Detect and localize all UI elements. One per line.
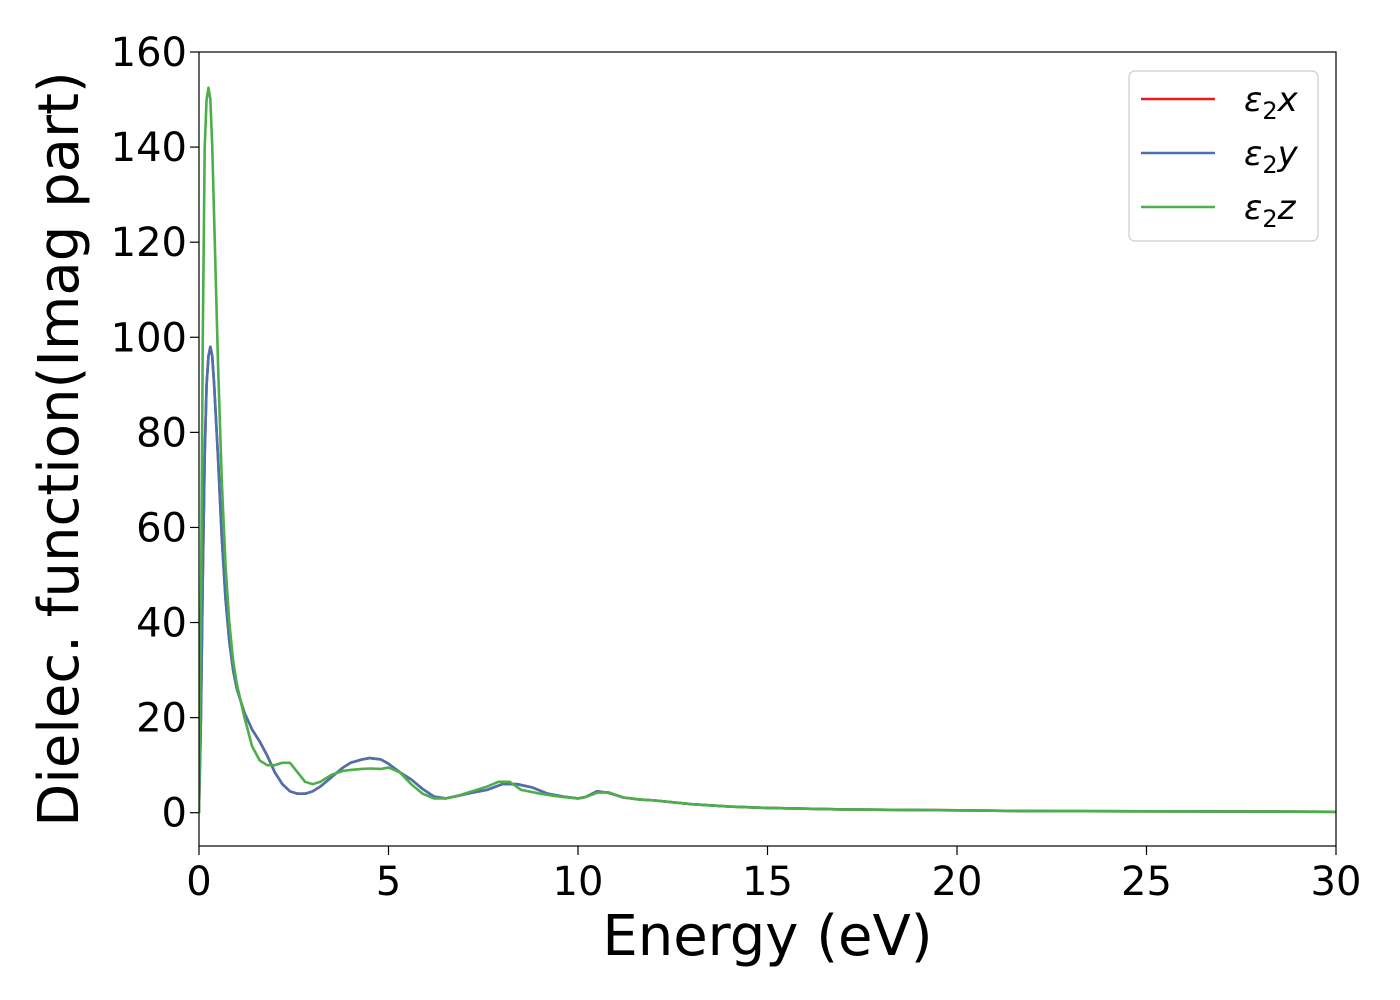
- x-tick-label: 10: [553, 859, 604, 905]
- series-line-z: [199, 86, 1336, 814]
- x-tick-label: 0: [186, 859, 211, 905]
- legend-box: [1128, 70, 1319, 242]
- y-tick-label: 160: [111, 30, 187, 76]
- x-tick-label: 25: [1121, 859, 1172, 905]
- y-tick-label: 20: [136, 696, 187, 742]
- legend-label-x: ε2x: [1244, 80, 1299, 125]
- legend-label-y: ε2y: [1244, 134, 1299, 179]
- series-line-y: [199, 345, 1336, 814]
- x-tick-label: 5: [376, 859, 401, 905]
- series-line-x: [199, 345, 1336, 814]
- y-tick-label: 80: [136, 410, 187, 456]
- y-tick-label: 140: [111, 125, 187, 171]
- x-tick-label: 30: [1311, 859, 1362, 905]
- legend: ε2x ε2y ε2z: [1128, 70, 1319, 242]
- y-tick-label: 40: [136, 601, 187, 647]
- y-tick-label: 60: [136, 505, 187, 551]
- y-axis-label: Dielec. function(Imag part): [27, 71, 92, 827]
- x-tick-label: 20: [932, 859, 983, 905]
- plot-area: [199, 86, 1336, 814]
- y-tick-label: 0: [162, 791, 187, 837]
- y-tick-label: 120: [111, 220, 187, 266]
- x-tick-label: 15: [742, 859, 793, 905]
- y-tick-label: 100: [111, 315, 187, 361]
- legend-label-z: ε2z: [1244, 188, 1297, 233]
- x-axis: 0 5 10 15 20 25 30: [186, 846, 1361, 905]
- x-axis-label: Energy (eV): [602, 904, 932, 969]
- y-axis: 0 20 40 60 80 100 120 140 160: [111, 30, 199, 837]
